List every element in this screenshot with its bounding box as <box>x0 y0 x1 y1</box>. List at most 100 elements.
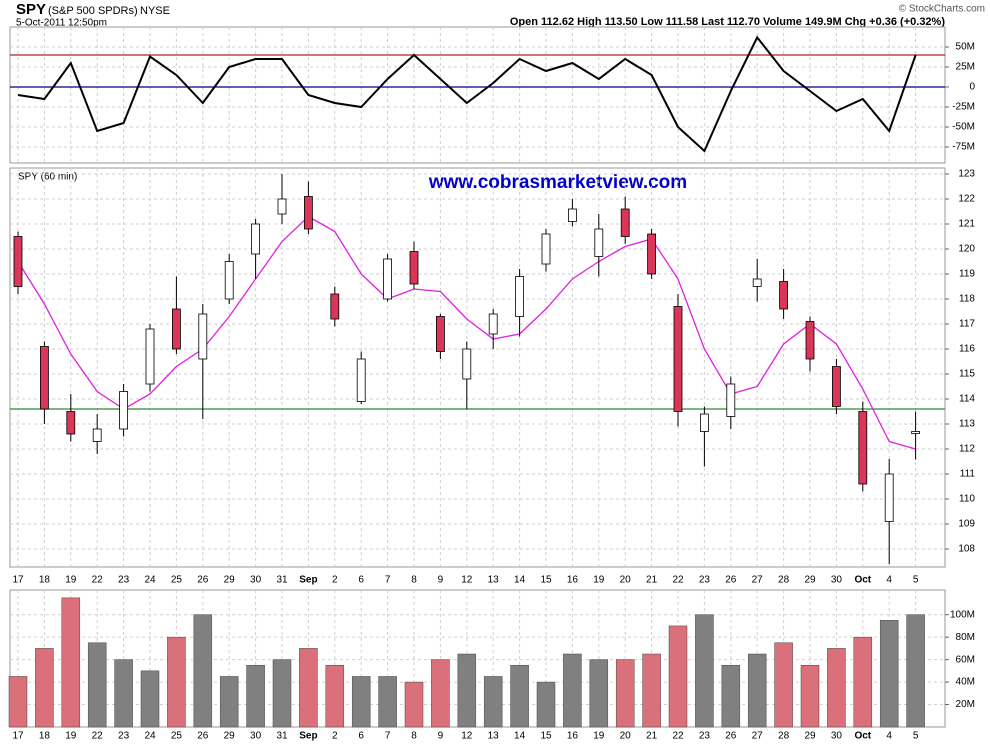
x-tick-label: 20 <box>620 575 632 586</box>
volume-bar <box>246 664 265 728</box>
volume-bar <box>35 648 54 728</box>
candle-body <box>726 383 736 417</box>
volume-bar <box>536 681 556 728</box>
volume-bar <box>668 625 688 728</box>
x-tick-label: 27 <box>752 575 764 586</box>
candle-body <box>647 233 656 275</box>
x-tick-label: Sep <box>299 731 317 742</box>
candle-body <box>541 233 551 265</box>
x-tick-label: 30 <box>250 575 262 586</box>
candle-body <box>805 321 815 360</box>
candle-body <box>303 196 313 230</box>
candle-body <box>171 308 181 350</box>
x-tick-label: 26 <box>197 731 209 742</box>
x-tick-label: 22 <box>672 575 684 586</box>
x-tick-label: 4 <box>886 575 892 586</box>
y-tick-label: 100M <box>950 609 975 620</box>
y-tick-label: 117 <box>959 319 975 330</box>
watermark: www.cobrasmarketview.com <box>428 172 687 193</box>
x-tick-label: 2 <box>332 575 338 586</box>
y-tick-label: 123 <box>958 169 975 180</box>
candle-body <box>700 413 709 432</box>
volume-bar <box>615 659 635 728</box>
volume-bar <box>774 642 793 728</box>
volume-bar <box>272 659 292 728</box>
y-tick-label: 60M <box>956 654 975 665</box>
panel-frame <box>9 167 946 568</box>
quote: Open 112.62 High 113.50 Low 111.58 Last … <box>510 16 945 28</box>
x-tick-label: Sep <box>299 575 317 586</box>
y-tick-label: 0 <box>969 82 975 93</box>
x-tick-label: 26 <box>725 731 737 742</box>
candle-body <box>620 208 630 237</box>
y-tick-label: 122 <box>958 194 975 205</box>
y-tick-label: 114 <box>959 394 975 405</box>
panel-frame <box>9 589 946 728</box>
y-tick-label: 20M <box>956 699 975 710</box>
x-tick-label: 31 <box>276 575 288 586</box>
candle-body <box>673 306 683 412</box>
candle-body <box>92 428 102 442</box>
x-tick-label: 23 <box>118 575 130 586</box>
x-tick-label: 31 <box>276 731 288 742</box>
volume-bar <box>325 664 345 728</box>
volume-bar <box>906 614 925 728</box>
candle-body <box>66 411 76 435</box>
volume-bar <box>800 664 820 728</box>
y-tick-label: 108 <box>958 544 975 555</box>
candle-body <box>119 391 128 430</box>
candle-body <box>330 293 340 320</box>
y-tick-label: 120 <box>958 244 975 255</box>
volume-bar <box>87 642 107 728</box>
candle-body <box>145 328 155 385</box>
x-tick-label: 2 <box>332 731 338 742</box>
candle-body <box>224 261 234 300</box>
y-tick-label: 112 <box>959 444 975 455</box>
volume-bar <box>167 636 186 728</box>
x-tick-label: 9 <box>438 575 444 586</box>
volume-bar <box>879 620 899 728</box>
x-tick-label: 5 <box>913 731 919 742</box>
x-tick-label: 29 <box>804 731 816 742</box>
symbol: SPY <box>16 1 46 18</box>
moving-average <box>17 215 916 450</box>
candle-body <box>752 278 762 287</box>
candle-body <box>779 281 788 310</box>
candle-body <box>911 431 920 434</box>
x-tick-label: 17 <box>12 575 24 586</box>
x-tick-label: 19 <box>593 731 605 742</box>
x-tick-label: 8 <box>411 731 417 742</box>
y-tick-label: 110 <box>959 494 975 505</box>
candle-body <box>858 411 868 485</box>
candle-body <box>488 313 498 335</box>
y-tick-label: 119 <box>959 269 975 280</box>
x-tick-label: 9 <box>438 731 444 742</box>
candle-body <box>409 251 419 285</box>
candle-body <box>884 473 894 522</box>
x-tick-label: Oct <box>854 575 871 586</box>
volume-bar <box>483 676 503 728</box>
x-tick-label: 22 <box>92 575 104 586</box>
volume-bar <box>827 648 846 728</box>
x-tick-label: 17 <box>12 731 24 742</box>
x-tick-label: 24 <box>144 731 156 742</box>
x-tick-label: 15 <box>540 731 552 742</box>
x-tick-label: 28 <box>778 575 790 586</box>
candle-body <box>435 316 445 352</box>
volume-bar <box>114 659 133 728</box>
volume-bar <box>457 653 477 728</box>
x-tick-label: 19 <box>593 575 605 586</box>
y-tick-label: 25M <box>956 62 975 73</box>
x-tick-label: 4 <box>886 731 892 742</box>
candle-body <box>515 276 524 317</box>
volume-bar <box>351 676 371 728</box>
y-tick-label: 113 <box>959 419 975 430</box>
datetime: 5-Oct-2011 12:50pm <box>16 18 107 29</box>
x-tick-label: Oct <box>854 731 871 742</box>
x-tick-label: 22 <box>672 731 684 742</box>
volume-bar <box>695 614 714 728</box>
exchange: NYSE <box>140 5 170 17</box>
volume-bar <box>853 636 873 728</box>
volume-bar <box>378 676 397 728</box>
